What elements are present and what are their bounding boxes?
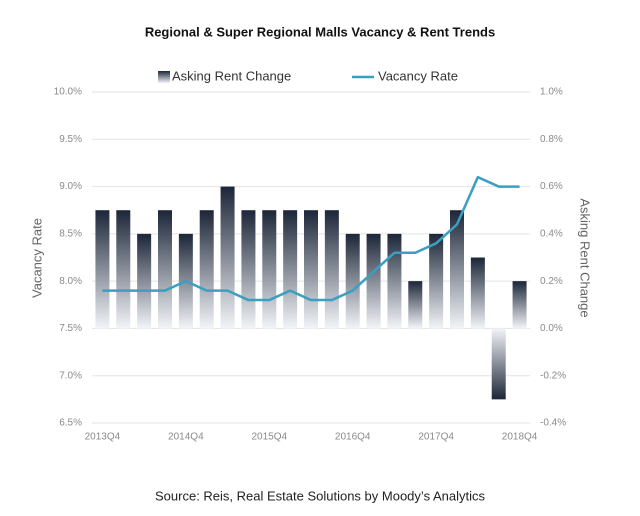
y2-tick-label: 1.0% xyxy=(540,87,563,98)
bar xyxy=(241,210,256,329)
y2-tick-label: -0.4% xyxy=(540,418,566,429)
y-tick-label: 6.5% xyxy=(59,418,82,429)
y2-tick-label: -0.2% xyxy=(540,370,566,381)
y2-tick-label: 0.6% xyxy=(540,181,563,192)
bar xyxy=(220,186,235,329)
x-tick-label: 2016Q4 xyxy=(335,432,371,443)
bar xyxy=(95,210,110,329)
bar xyxy=(116,210,131,329)
legend-label: Vacancy Rate xyxy=(378,68,458,83)
y2-tick-label: 0.0% xyxy=(540,323,563,334)
y2-tick-label: 0.2% xyxy=(540,276,563,287)
bar xyxy=(470,257,485,329)
x-tick-label: 2017Q4 xyxy=(418,432,454,443)
bar xyxy=(283,210,298,329)
legend-label: Asking Rent Change xyxy=(172,68,291,83)
legend-swatch xyxy=(158,71,170,83)
y-tick-label: 9.0% xyxy=(59,181,82,192)
bar xyxy=(304,210,318,329)
y-tick-label: 10.0% xyxy=(54,87,82,98)
bar xyxy=(366,233,381,329)
bar xyxy=(199,210,214,329)
x-tick-label: 2018Q4 xyxy=(502,432,538,443)
y2-axis-title: Asking Rent Change xyxy=(578,198,593,317)
x-tick-label: 2013Q4 xyxy=(85,432,121,443)
bar xyxy=(450,210,464,329)
bar xyxy=(512,281,527,329)
bar xyxy=(262,210,277,329)
y-tick-label: 8.5% xyxy=(59,228,82,239)
vacancy-line xyxy=(102,175,520,302)
x-tick-label: 2014Q4 xyxy=(168,432,204,443)
x-tick-label: 2015Q4 xyxy=(251,432,287,443)
y-tick-label: 7.0% xyxy=(59,370,82,381)
y2-tick-label: 0.8% xyxy=(540,134,563,145)
source-note: Source: Reis, Real Estate Solutions by M… xyxy=(155,488,485,503)
bar xyxy=(137,233,152,329)
y-tick-label: 7.5% xyxy=(59,323,82,334)
bar xyxy=(491,328,506,400)
bar xyxy=(345,233,360,329)
bar xyxy=(158,210,172,329)
y2-tick-label: 0.4% xyxy=(540,228,563,239)
bar xyxy=(324,210,339,329)
bar xyxy=(387,233,402,329)
y-tick-label: 8.0% xyxy=(59,276,82,287)
chart-title: Regional & Super Regional Malls Vacancy … xyxy=(145,24,495,39)
y-axis-title: Vacancy Rate xyxy=(29,218,44,298)
bar xyxy=(408,281,423,329)
bar xyxy=(429,233,444,329)
y-tick-label: 9.5% xyxy=(59,134,82,145)
